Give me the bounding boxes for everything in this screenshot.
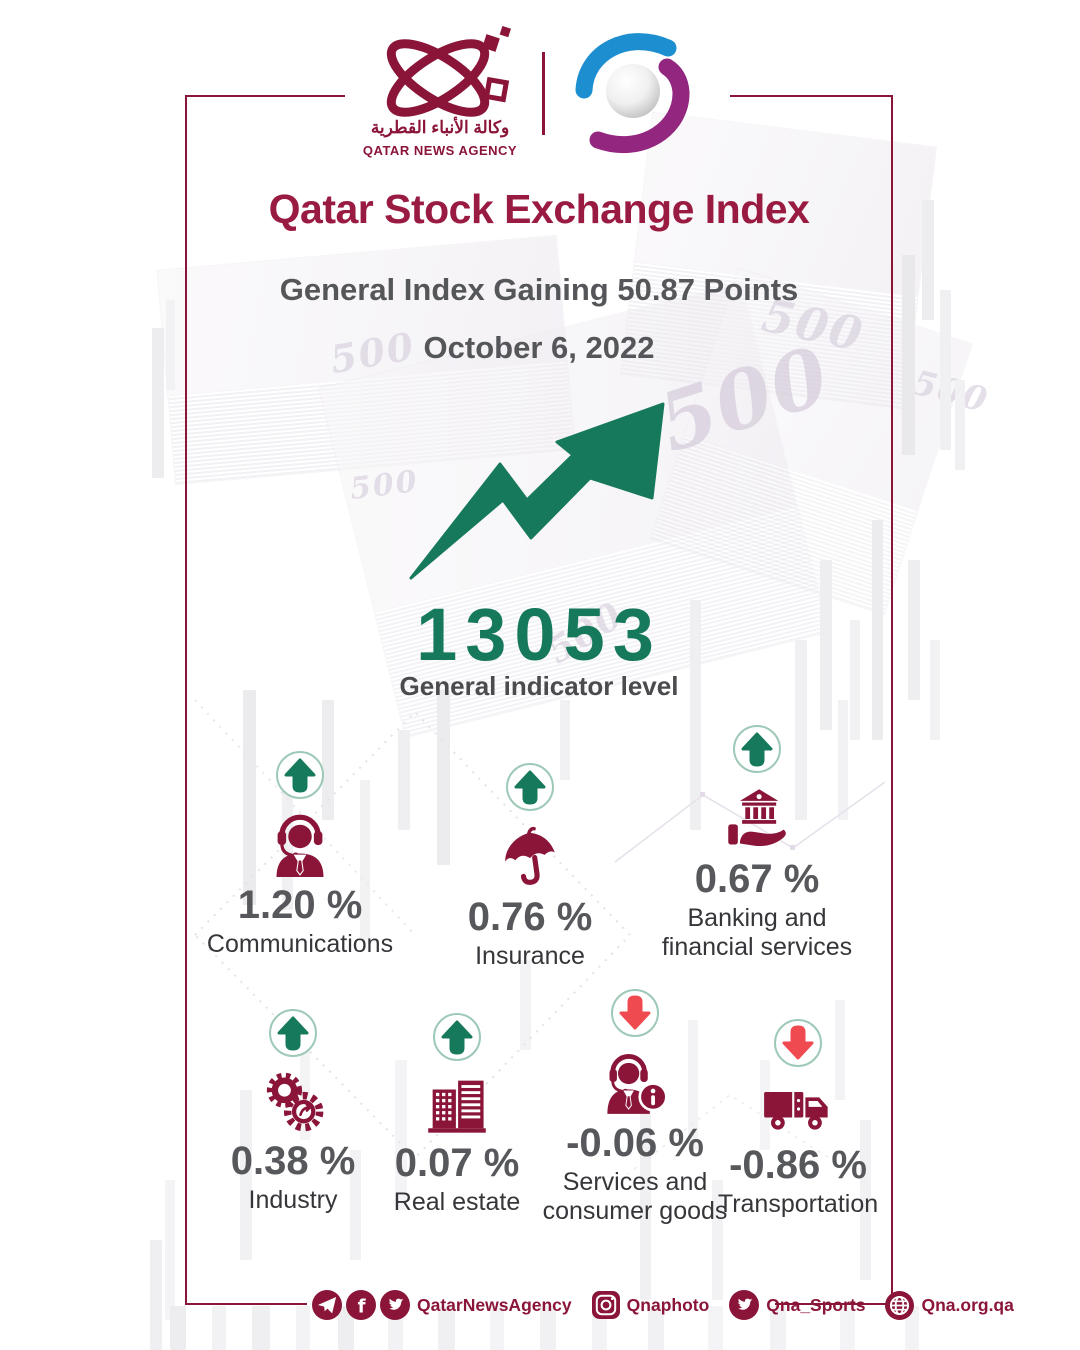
up-arrow-icon	[276, 751, 324, 799]
frame-right	[891, 95, 893, 1305]
twitter-icon	[380, 1290, 410, 1320]
hand-holding-bank-icon	[728, 789, 786, 847]
frame-top-right	[730, 95, 893, 97]
up-arrow-icon	[433, 1013, 481, 1061]
umbrella-icon	[505, 826, 555, 885]
sector-industry: 0.38 % Industry	[178, 1008, 408, 1215]
footer-social-bar: f QatarNewsAgency Qnaphoto Qna_Sports	[312, 1288, 1014, 1322]
sector-value: 0.76 %	[467, 895, 593, 939]
header-divider	[542, 52, 545, 135]
sector-value: 0.67 %	[694, 857, 820, 901]
sector-label: Communications	[206, 930, 394, 958]
footer-handle: Qna_Sports	[766, 1294, 866, 1315]
sector-value: 0.38 %	[230, 1139, 356, 1183]
frame-bottom-right	[775, 1303, 893, 1305]
sector-communications: 1.20 % Communications	[185, 750, 415, 959]
sector-services: -0.06 % Services and consumer goods	[520, 988, 750, 1226]
sector-value: -0.06 %	[566, 1121, 704, 1165]
page-subtitle: General Index Gaining 50.87 Points	[279, 272, 799, 307]
up-arrow-icon	[269, 1009, 317, 1057]
sector-label: Services and consumer goods	[542, 1168, 728, 1225]
page-title: Qatar Stock Exchange Index	[268, 186, 810, 232]
sector-value: -0.86 %	[729, 1143, 867, 1187]
general-index-label: General indicator level	[399, 671, 679, 701]
truck-icon	[764, 1092, 828, 1130]
general-index-value: 13053	[416, 593, 662, 676]
footer-website: Qna.org.qa	[921, 1294, 1014, 1315]
down-arrow-icon	[774, 1019, 822, 1067]
sector-label: Industry	[248, 1186, 338, 1214]
twitter-icon	[729, 1290, 760, 1320]
sector-value: 0.07 %	[394, 1141, 520, 1185]
sector-real-estate: 0.07 % Real estate	[342, 1012, 572, 1217]
headset-agent-icon	[276, 814, 324, 877]
gears-icon	[266, 1072, 324, 1132]
sector-label: Insurance	[475, 942, 585, 970]
down-arrow-icon	[611, 989, 659, 1037]
sector-label: Banking and financial services	[661, 904, 853, 961]
sector-banking: 0.67 % Banking and financial services	[642, 724, 872, 962]
qna-english-name: QATAR NEWS AGENCY	[362, 143, 518, 158]
qse-logo-icon	[575, 33, 690, 153]
date-text: October 6, 2022	[423, 330, 655, 365]
footer-handle: QatarNewsAgency	[417, 1294, 572, 1315]
qna-logo-icon	[386, 26, 511, 117]
facebook-icon: f	[346, 1290, 376, 1320]
frame-bottom-left	[185, 1303, 307, 1305]
qna-arabic-name: وكالة الأنباء القطرية	[370, 118, 510, 137]
globe-icon	[885, 1290, 915, 1320]
uptrend-arrow-icon	[409, 402, 665, 580]
sector-label: Transportation	[717, 1190, 879, 1218]
sector-label: Real estate	[393, 1188, 521, 1216]
up-arrow-icon	[733, 725, 781, 773]
telegram-icon	[312, 1290, 342, 1320]
sector-value: 1.20 %	[237, 883, 363, 927]
buildings-icon	[428, 1080, 486, 1133]
footer-handle: Qnaphoto	[626, 1294, 710, 1315]
svg-text:f: f	[358, 1297, 367, 1318]
agent-info-icon	[607, 1054, 668, 1114]
frame-left	[185, 95, 187, 1305]
sector-transportation: -0.86 % Transportation	[683, 1018, 913, 1219]
frame-top-left	[185, 95, 345, 97]
sector-insurance: 0.76 % Insurance	[415, 762, 645, 971]
up-arrow-icon	[506, 763, 554, 811]
instagram-icon	[591, 1291, 620, 1319]
